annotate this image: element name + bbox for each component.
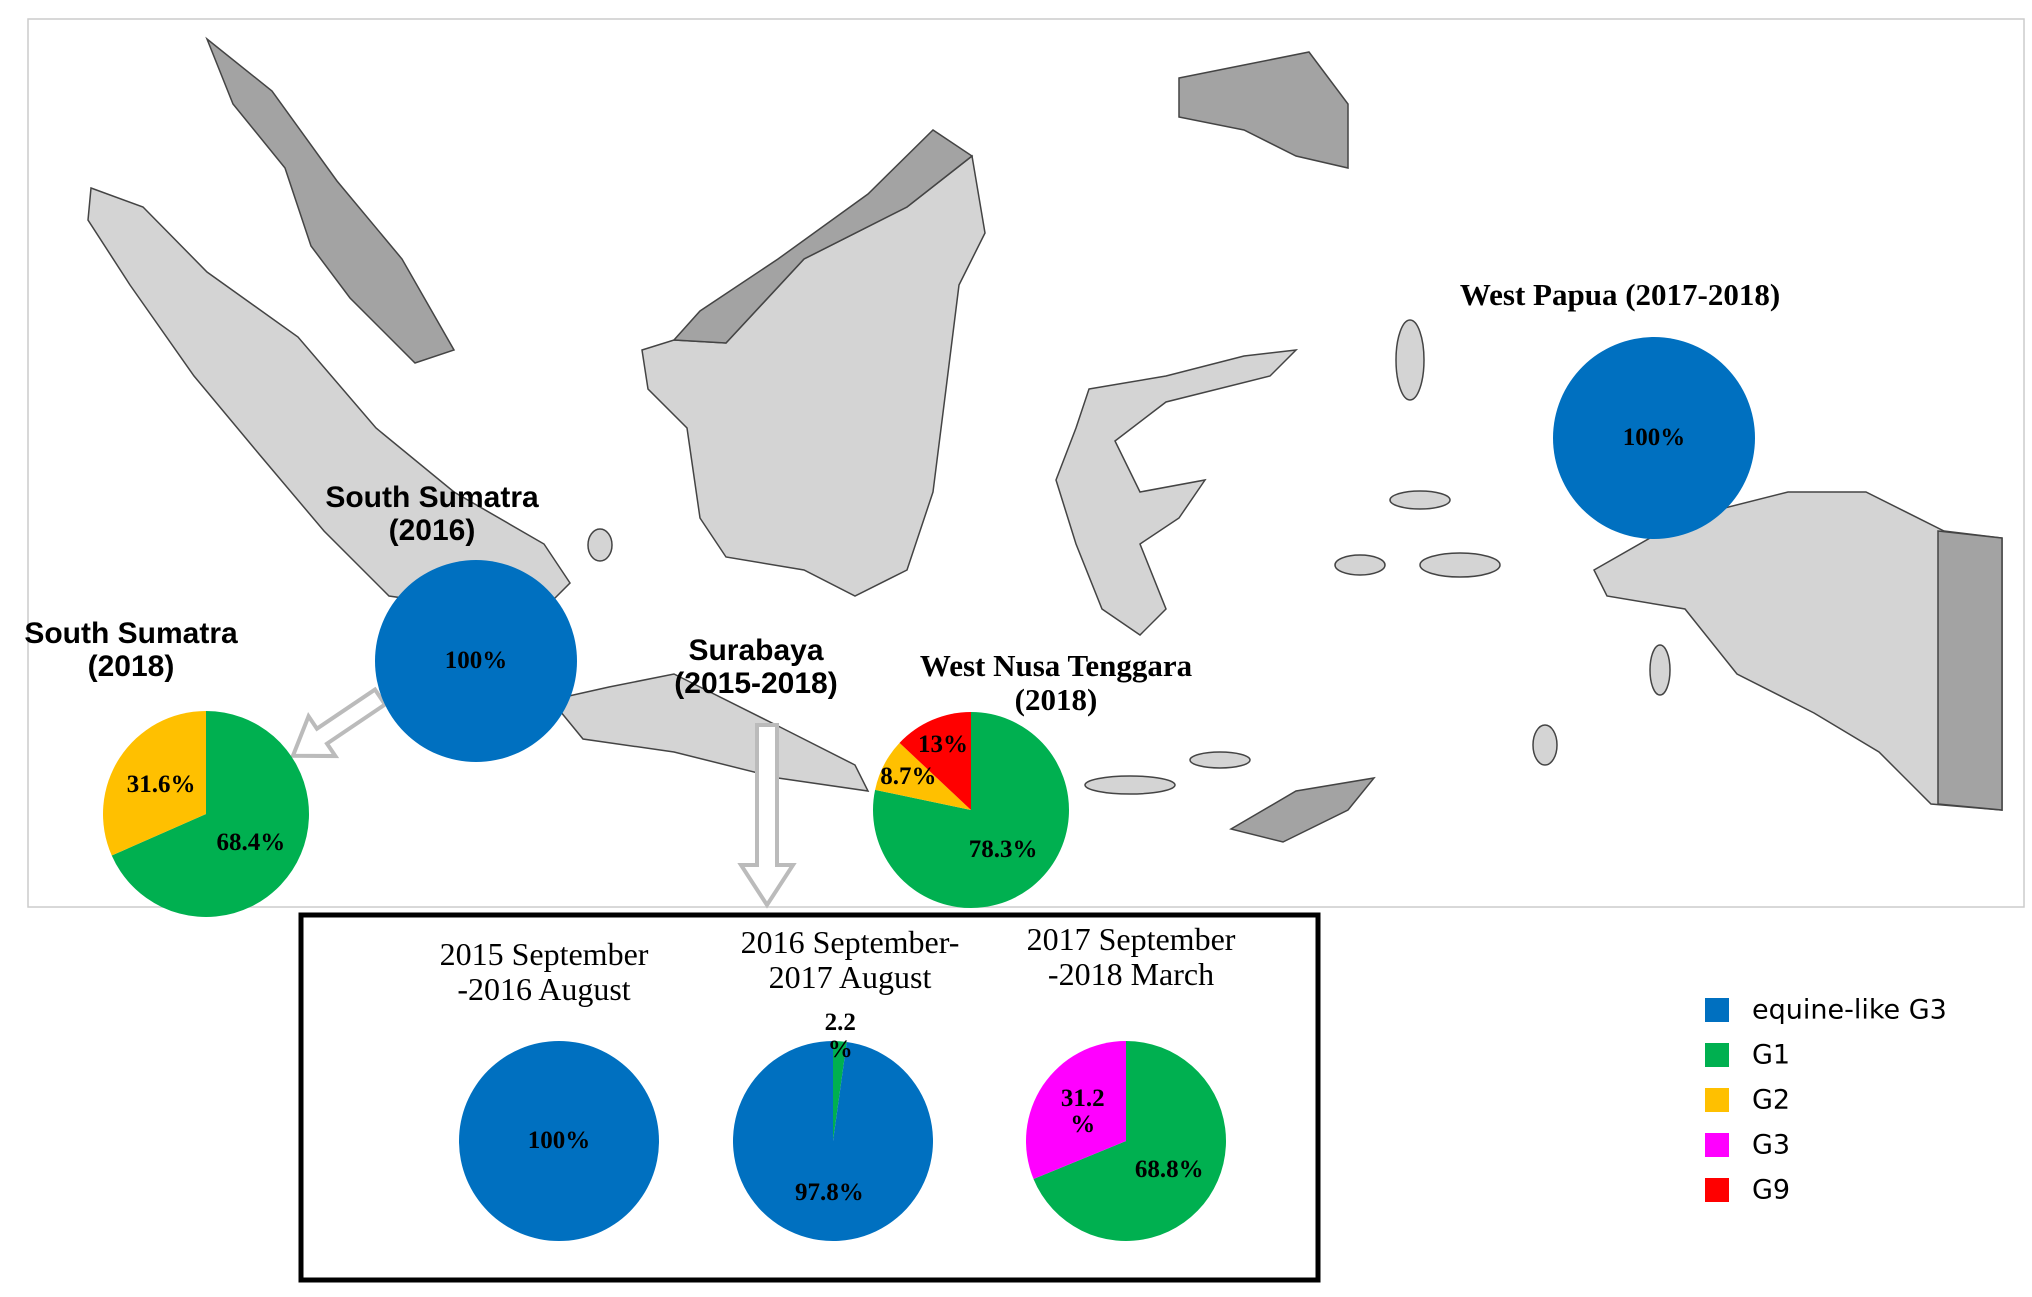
map-frame — [27, 18, 2025, 908]
data-label: 2.2 % — [824, 1009, 856, 1063]
sulawesi — [1055, 349, 1299, 636]
pie-slice — [102, 711, 206, 856]
malay-peninsula — [205, 36, 456, 364]
data-label: 97.8% — [795, 1178, 864, 1206]
legend-swatch — [1705, 1178, 1729, 1202]
pie-slice — [375, 560, 577, 762]
java — [549, 673, 870, 792]
pie-title: South Sumatra (2016) — [325, 481, 539, 547]
data-label: 68.8% — [1134, 1155, 1204, 1183]
island — [1395, 319, 1425, 401]
island — [587, 528, 613, 562]
pie-title: West Papua (2017-2018) — [1459, 276, 1781, 312]
data-label: 8.7% — [880, 763, 937, 791]
pie-title: South Sumatra (2018) — [24, 617, 238, 683]
legend-label: G1 — [1752, 1039, 1791, 1071]
legend-swatch — [1705, 998, 1729, 1022]
pie-slice — [111, 711, 309, 917]
timor — [1229, 776, 1376, 843]
pie-slice — [1026, 1041, 1126, 1179]
pie-slice — [732, 1041, 933, 1241]
island — [1649, 644, 1671, 696]
mindanao — [1178, 51, 1349, 169]
pie-title: 2016 September- 2017 August — [740, 923, 960, 995]
pie-slice — [899, 712, 971, 810]
pie-title: West Nusa Tenggara (2018) — [919, 647, 1193, 717]
arrow — [290, 686, 388, 759]
island — [1084, 775, 1176, 795]
arrow — [737, 723, 797, 909]
data-label: 31.6% — [126, 770, 196, 798]
legend-swatch — [1705, 1043, 1729, 1067]
north-borneo — [672, 129, 974, 344]
borneo — [641, 154, 986, 597]
island — [1419, 552, 1501, 578]
data-label: 13% — [917, 731, 968, 759]
pie-slice — [875, 742, 971, 810]
surabaya-box — [298, 912, 1321, 1283]
legend-label: equine-like G3 — [1752, 994, 1947, 1026]
legend-label: G2 — [1752, 1084, 1791, 1116]
pie-title: 2017 September -2018 March — [1026, 920, 1236, 992]
island — [1334, 554, 1386, 576]
pie-slice — [833, 1041, 847, 1141]
pie-title: 2015 September -2016 August — [439, 935, 649, 1007]
island — [1389, 490, 1451, 510]
data-label: 31.2 % — [1060, 1084, 1105, 1139]
legend-swatch — [1705, 1133, 1729, 1157]
legend-swatch — [1705, 1088, 1729, 1112]
pie-slice — [1033, 1041, 1226, 1241]
annotation: Surabaya (2015-2018) — [674, 634, 838, 700]
pie-slice — [1553, 337, 1755, 539]
data-label: 100% — [527, 1126, 591, 1154]
data-label: 100% — [1622, 423, 1686, 451]
data-label: 78.3% — [968, 835, 1038, 863]
data-label: 68.4% — [216, 829, 286, 857]
data-label: 100% — [444, 646, 508, 674]
island — [1532, 724, 1558, 766]
island — [1189, 751, 1251, 769]
legend-label: G9 — [1752, 1174, 1791, 1206]
pie-slice — [459, 1041, 659, 1241]
legend-label: G3 — [1752, 1129, 1791, 1161]
png — [1937, 530, 2003, 811]
